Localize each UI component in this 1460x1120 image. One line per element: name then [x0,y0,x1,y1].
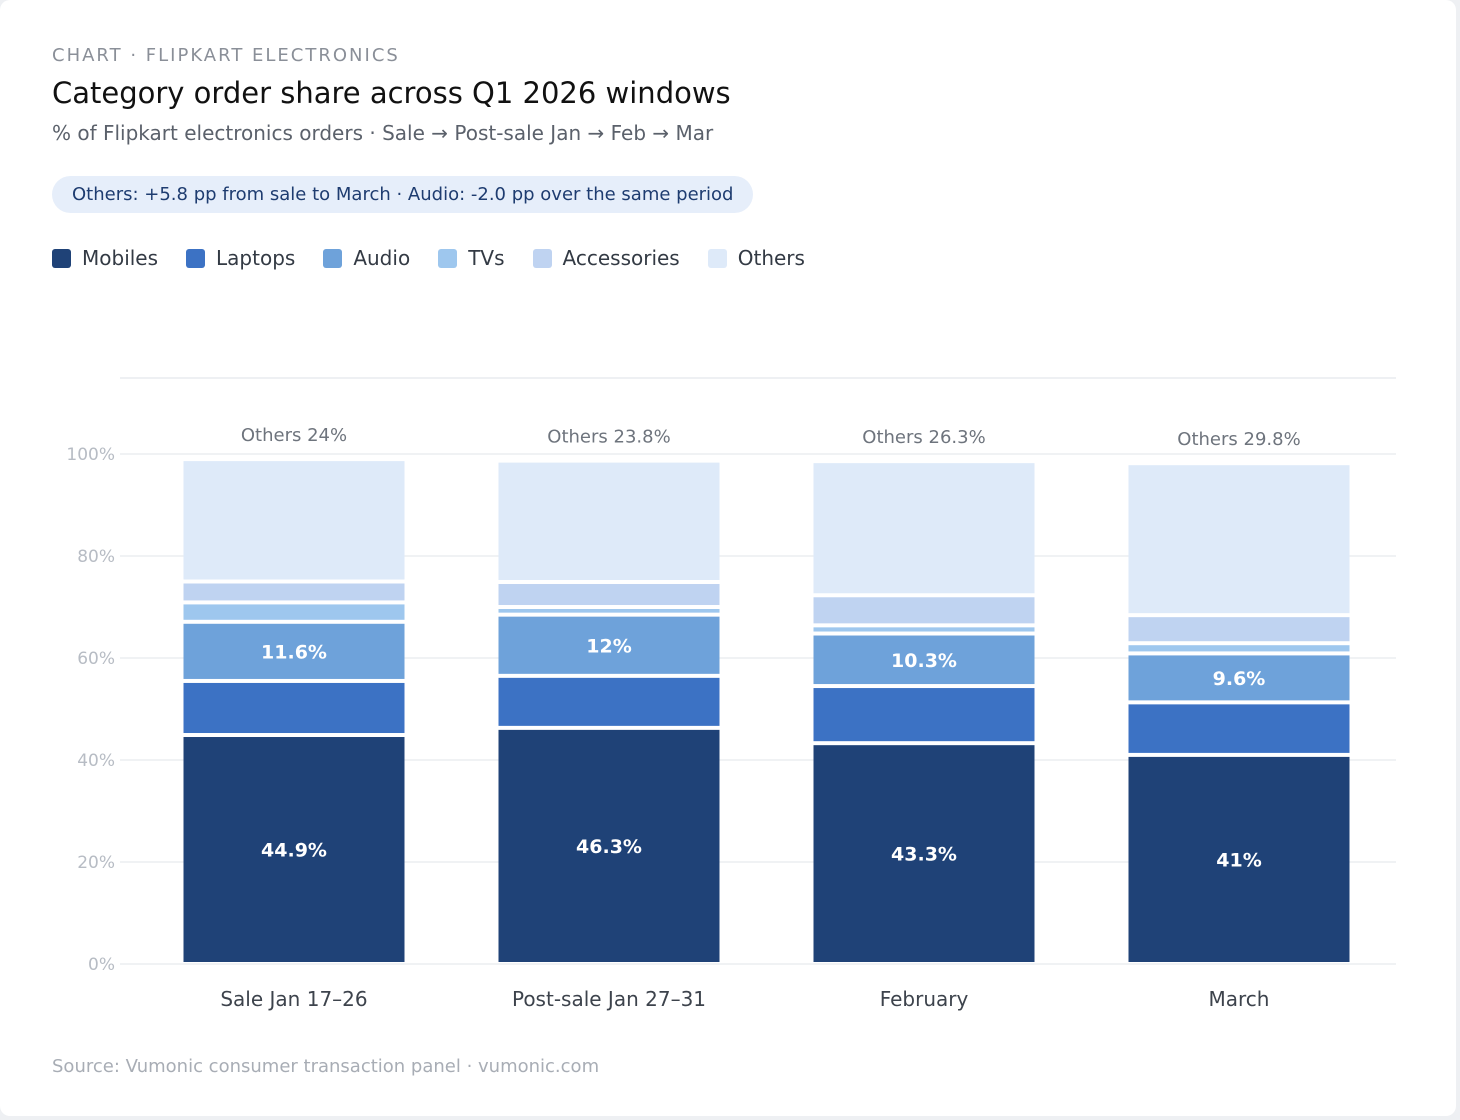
legend-swatch [323,248,343,268]
segment-value-label: 41% [1216,849,1261,871]
segment-value-label: 11.6% [261,641,327,663]
bar-segment-others [183,461,405,580]
bar-segment-others [1128,465,1350,614]
segment-value-label: 46.3% [576,836,642,858]
bar-segment-tvs [813,627,1035,632]
insight-callout: Others: +5.8 pp from sale to March · Aud… [52,176,754,213]
x-tick-label: February [880,987,969,1011]
bar-segment-mobiles [498,729,720,962]
bar-segment-laptops [1128,704,1350,753]
legend-label: TVs [468,246,505,270]
legend-item-laptops: Laptops [186,246,295,270]
chart-legend: Mobiles Laptops Audio TVs Accessories Others [52,246,833,270]
chart-subtitle: % of Flipkart electronics orders · Sale … [52,121,714,145]
chart-title: Category order share across Q1 2026 wind… [52,76,731,110]
legend-swatch [52,248,71,268]
bar-segment-mobiles [183,737,405,962]
bar-segment-mobiles [813,745,1035,962]
bar-segment-accessories [813,597,1035,624]
segment-value-label: 9.6% [1213,668,1266,690]
legend-swatch [438,248,458,268]
y-tick-label: 80% [77,547,115,567]
segment-value-label: 12% [586,635,631,657]
y-tick-label: 100% [66,445,115,465]
x-tick-label: March [1209,987,1270,1011]
x-tick-label: Sale Jan 17–26 [220,987,367,1011]
bar-segment-tvs [498,609,720,613]
bar-segment-audio [813,635,1035,685]
segment-value-label: 44.9% [261,840,327,862]
legend-item-accessories: Accessories [532,246,680,270]
y-tick-label: 40% [77,751,115,771]
legend-item-tvs: TVs [438,246,505,270]
segment-value-label: 43.3% [891,844,957,866]
bar-segment-mobiles [1128,756,1350,962]
bar-segment-others [813,463,1035,594]
legend-item-mobiles: Mobiles [52,246,158,270]
source-note: Source: Vumonic consumer transaction pan… [52,1056,600,1077]
y-tick-label: 0% [88,955,115,975]
bar-segment-tvs [1128,645,1350,652]
bar-segment-accessories [1128,617,1350,642]
legend-label: Mobiles [82,246,159,270]
bar-segment-audio [183,623,405,679]
legend-label: Accessories [562,246,680,270]
legend-label: Laptops [216,246,296,270]
bar-segment-audio [498,616,720,674]
bar-top-label: Others 26.3% [862,427,985,448]
bar-segment-accessories [498,584,720,605]
chart-eyebrow: CHART · FLIPKART ELECTRONICS [52,45,400,66]
x-tick-label: Post-sale Jan 27–31 [512,987,706,1011]
y-tick-label: 20% [77,853,115,873]
legend-item-audio: Audio [323,246,410,270]
bar-segment-laptops [813,688,1035,742]
bar-top-label: Others 29.8% [1177,429,1300,450]
legend-label: Audio [353,246,411,270]
bar-segment-tvs [183,604,405,620]
y-tick-label: 60% [77,649,115,669]
legend-item-others: Others [707,246,805,270]
legend-swatch [186,248,206,268]
bar-segment-laptops [498,677,720,726]
bar-segment-accessories [183,583,405,601]
legend-swatch [532,248,552,268]
legend-swatch [707,248,727,268]
bar-segment-audio [1128,655,1350,701]
bar-segment-laptops [183,682,405,734]
bar-top-label: Others 24% [241,425,347,446]
bar-top-label: Others 23.8% [547,427,670,448]
bar-segment-others [498,462,720,581]
segment-value-label: 10.3% [891,650,957,672]
legend-label: Others [737,246,805,270]
